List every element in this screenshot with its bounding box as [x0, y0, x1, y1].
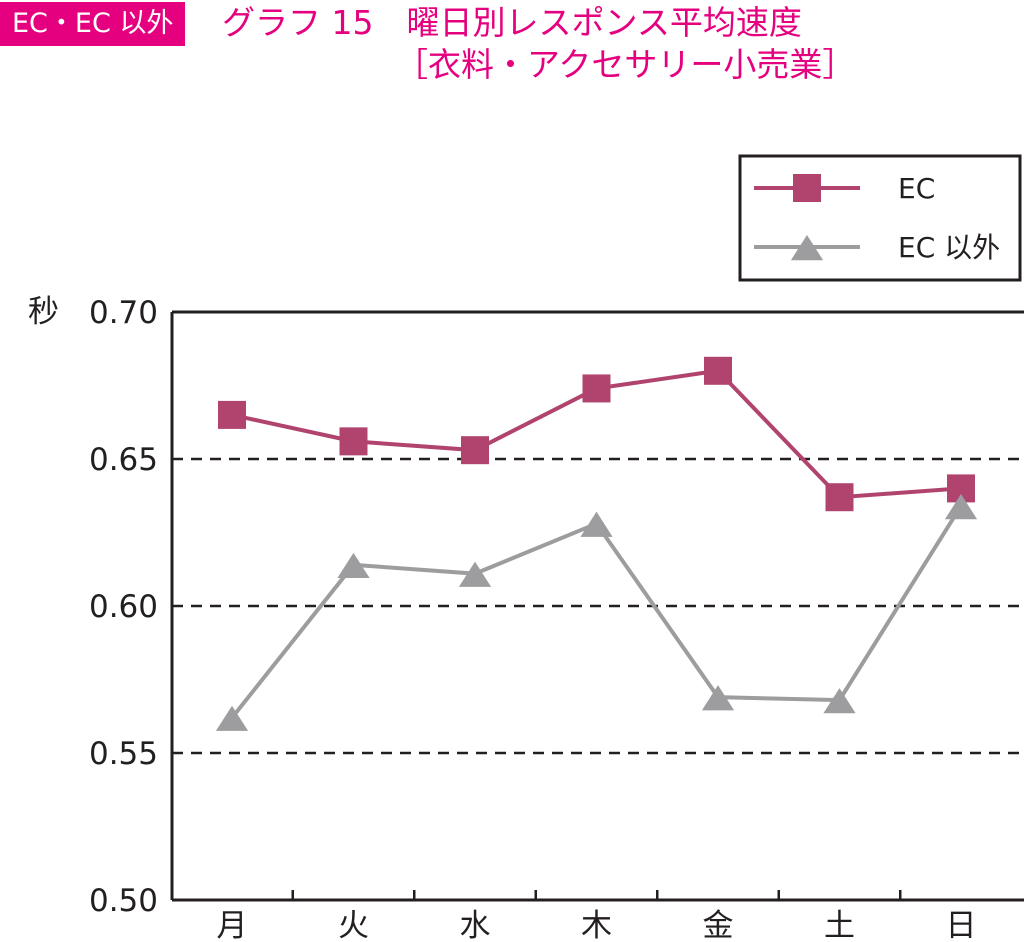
y-tick-label: 0.65 [89, 442, 158, 478]
category-tag: EC・EC 以外 [0, 2, 186, 46]
series-ec [218, 356, 975, 512]
series-non-ec [215, 494, 978, 731]
legend-label: EC 以外 [898, 231, 1000, 264]
legend-marker [793, 174, 821, 202]
gridlines [172, 457, 1024, 755]
x-tick-label: 火 [338, 908, 369, 942]
chart-subtitle: ［衣料・アクセサリー小売業］ [395, 45, 856, 84]
data-point [215, 705, 249, 731]
x-tick-labels: 月火水木金土日 [217, 908, 977, 942]
chart-title: グラフ 15 曜日別レスポンス平均速度 [222, 3, 802, 42]
y-tick-label: 0.70 [89, 295, 158, 331]
x-tick-label: 日 [946, 908, 977, 942]
y-tick-labels: 0.50 0.55 0.60 0.65 0.70 秒 [28, 294, 158, 919]
series-line [230, 504, 963, 719]
legend: EC EC 以外 [738, 154, 1022, 282]
data-point [339, 427, 368, 456]
data-point [582, 374, 611, 403]
x-tick-label: 土 [824, 908, 855, 942]
data-point [701, 685, 735, 711]
y-axis-label: 秒 [28, 294, 59, 330]
data-point [458, 561, 492, 587]
data-point [580, 511, 613, 537]
x-tick-label: 木 [581, 908, 612, 942]
y-tick-label: 0.60 [89, 589, 158, 625]
data-point [704, 356, 732, 385]
legend-box [738, 154, 1022, 282]
data-point [944, 494, 978, 520]
y-tick-label: 0.55 [89, 736, 158, 772]
axes [170, 310, 1024, 902]
data-point [218, 400, 246, 429]
x-tick-label: 金 [703, 908, 734, 942]
series [215, 356, 978, 731]
data-point [461, 436, 489, 465]
legend-marker [790, 235, 824, 261]
legend-label: EC [898, 172, 935, 205]
data-point [823, 688, 856, 714]
data-point [337, 552, 370, 579]
x-tick-label: 月 [217, 908, 248, 942]
x-tick-label: 水 [460, 908, 491, 942]
y-tick-label: 0.50 [89, 883, 158, 919]
data-point [825, 483, 854, 512]
